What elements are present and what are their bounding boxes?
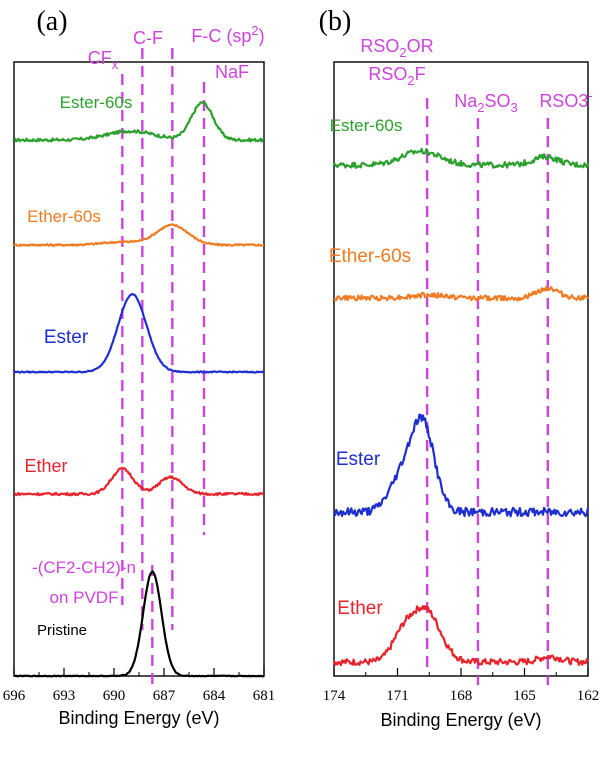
series-label: Ester: [336, 449, 381, 470]
peak-annotation: NaF: [215, 62, 249, 82]
series-label: Ether-60s: [329, 246, 411, 267]
peak-annotation: F-C (sp2): [191, 23, 264, 46]
peak-annotation: Na2SO3: [454, 91, 517, 115]
peak-annotation: -(CF2-CH2)-n: [32, 558, 136, 577]
x-tick-label: 174: [323, 688, 346, 704]
peak-annotation: RSO2OR: [360, 36, 433, 60]
spectrum-line: [13, 223, 265, 247]
panel-label: (a): [36, 6, 67, 37]
series-label: Ester: [44, 327, 89, 348]
series-label: Ether: [337, 598, 383, 619]
x-tick-label: 681: [253, 688, 276, 704]
panel-label: (b): [319, 6, 352, 37]
spectrum-line: [332, 147, 590, 169]
plot-frame: [13, 61, 265, 677]
spectrum-line: [332, 605, 589, 667]
series-label: Pristine: [37, 622, 87, 639]
series-label: Ester-60s: [60, 93, 133, 112]
x-tick-label: 168: [450, 688, 473, 704]
x-tick-label: 684: [203, 688, 226, 704]
plot-frame: [333, 61, 589, 677]
peak-annotation: on PVDF: [50, 588, 119, 607]
spectrum-line: [333, 413, 590, 518]
spectrum-line: [13, 292, 265, 374]
series-label: Ester-60s: [330, 116, 403, 135]
series-label: Ether: [24, 456, 67, 476]
x-tick-label: 687: [153, 688, 176, 704]
spectrum-line: [13, 570, 265, 678]
panel-b: 174 171 168 165 162 Binding Energy (eV) (b) RSO…: [319, 6, 600, 730]
x-tick-label: 165: [513, 688, 536, 704]
spectrum-line: [13, 101, 265, 143]
x-tick-label: 690: [103, 688, 126, 704]
spectrum-line: [333, 285, 589, 302]
panel-a: 696 693 690 687 684 681 Binding Energy (eV) (a)…: [3, 6, 276, 728]
peak-annotation: CFx: [88, 48, 119, 72]
peak-annotation: RSO2F: [368, 64, 425, 88]
x-tick-label: 696: [3, 688, 26, 704]
x-axis-label: Binding Energy (eV): [58, 708, 219, 728]
series-label: Ether-60s: [27, 207, 101, 226]
x-tick-label: 171: [386, 688, 409, 704]
peak-annotation: C-F: [133, 28, 163, 48]
x-tick-label: 693: [53, 688, 76, 704]
x-axis-label: Binding Energy (eV): [380, 710, 541, 730]
spectrum-line: [13, 466, 265, 497]
x-tick-label: 162: [577, 688, 600, 704]
peak-annotation: RSO3-: [539, 88, 592, 111]
